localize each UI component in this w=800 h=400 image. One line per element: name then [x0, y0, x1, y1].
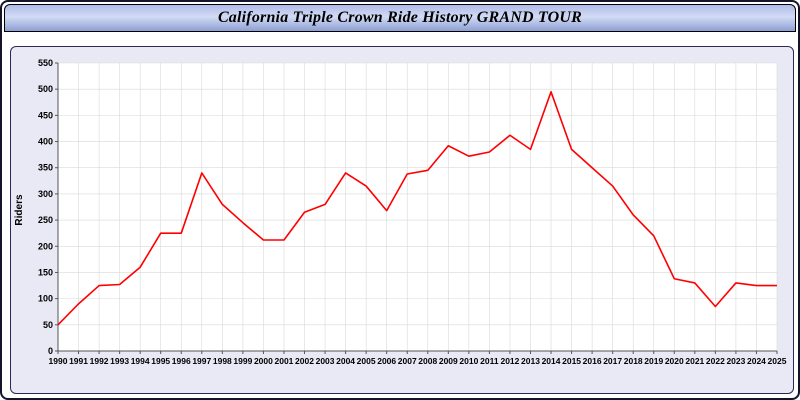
y-tick-label: 300 — [38, 189, 53, 199]
x-tick-label: 2024 — [747, 356, 766, 366]
x-tick-label: 2000 — [254, 356, 273, 366]
title-bar: California Triple Crown Ride History GRA… — [4, 4, 796, 32]
x-tick-label: 1991 — [69, 356, 88, 366]
x-tick-label: 2023 — [726, 356, 745, 366]
x-tick-label: 1992 — [90, 356, 109, 366]
x-tick-label: 2021 — [685, 356, 704, 366]
y-tick-label: 500 — [38, 84, 53, 94]
x-tick-label: 1990 — [49, 356, 68, 366]
x-tick-label: 2004 — [336, 356, 355, 366]
x-tick-label: 2010 — [459, 356, 478, 366]
x-tick-label: 2025 — [768, 356, 787, 366]
x-tick-label: 2001 — [275, 356, 294, 366]
riders-line — [57, 90, 777, 326]
y-axis-title: Riders — [14, 194, 25, 226]
x-tick-label: 2022 — [706, 356, 725, 366]
x-tick-label: 2011 — [480, 356, 499, 366]
y-tick-label: 400 — [38, 137, 53, 147]
x-tick-label: 2007 — [398, 356, 417, 366]
y-tick-label: 0 — [48, 346, 53, 356]
x-tick-label: 2008 — [418, 356, 437, 366]
x-tick-label: 2018 — [624, 356, 643, 366]
x-tick-label: 2005 — [357, 356, 376, 366]
y-tick-label: 550 — [38, 58, 53, 68]
y-tick-label: 200 — [38, 241, 53, 251]
x-tick-label: 2015 — [562, 356, 581, 366]
plot-area — [58, 63, 777, 351]
x-tick-label: 2020 — [665, 356, 684, 366]
x-tick-label: 2003 — [316, 356, 335, 366]
chart-panel: Riders 1990 1991 1992 1993 1994 1995 1996 1997 1… — [10, 46, 794, 394]
x-tick-label: 1995 — [151, 356, 170, 366]
x-tick-label: 2017 — [603, 356, 622, 366]
x-tick-label: 2014 — [542, 356, 561, 366]
y-tick-label: 350 — [38, 163, 53, 173]
x-tick-label: 2002 — [295, 356, 314, 366]
x-tick-label: 2019 — [644, 356, 663, 366]
x-tick-label: 1996 — [172, 356, 191, 366]
y-tick-label: 250 — [38, 215, 53, 225]
x-tick-label: 2013 — [521, 356, 540, 366]
x-tick-label: 1997 — [192, 356, 211, 366]
x-tick-label: 2006 — [377, 356, 396, 366]
x-tick-label: 2016 — [583, 356, 602, 366]
ride-history-chart: Riders 1990 1991 1992 1993 1994 1995 1996 1997 1… — [14, 58, 787, 366]
y-tick-label: 100 — [38, 294, 53, 304]
y-tick-label: 450 — [38, 110, 53, 120]
y-tick-label: 50 — [43, 320, 53, 330]
x-tick-label: 1994 — [131, 356, 150, 366]
page-title: California Triple Crown Ride History GRA… — [217, 9, 583, 26]
x-tick-label: 2012 — [500, 356, 519, 366]
x-tick-label: 1999 — [233, 356, 252, 366]
x-tick-label: 1993 — [110, 356, 129, 366]
x-tick-label: 2009 — [439, 356, 458, 366]
x-tick-label: 1998 — [213, 356, 232, 366]
y-tick-label: 150 — [38, 267, 53, 277]
